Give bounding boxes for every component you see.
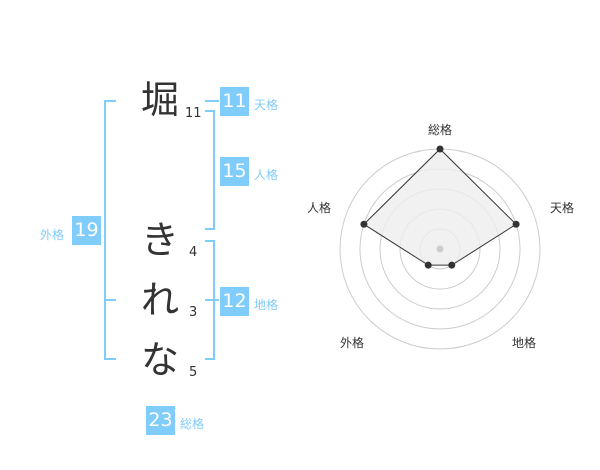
radar-point xyxy=(512,220,520,228)
radar-area xyxy=(363,148,517,266)
radar-center xyxy=(436,245,444,253)
stroke-count: 11 xyxy=(185,106,202,121)
chikaku-label: 地格 xyxy=(254,298,279,312)
bracket-tick xyxy=(205,358,215,360)
chikaku-value: 12 xyxy=(220,287,249,316)
bracket-tick xyxy=(205,240,215,242)
soukaku-value: 23 xyxy=(146,406,175,435)
name-char: 堀 xyxy=(140,78,179,122)
name-char: な xyxy=(140,338,179,382)
name-char: れ xyxy=(140,278,179,322)
bracket-tick xyxy=(104,358,116,360)
axis-label-tenkaku: 天格 xyxy=(550,200,574,215)
bracket-tick xyxy=(205,110,215,112)
jinkaku-label: 人格 xyxy=(254,168,279,182)
axis-label-gaikaku: 外格 xyxy=(340,335,364,350)
name-char: き xyxy=(140,218,179,262)
radar-point xyxy=(424,261,432,269)
gaikaku-value: 19 xyxy=(72,216,101,245)
stroke-count: 4 xyxy=(189,245,198,260)
stroke-count: 3 xyxy=(189,305,198,320)
axis-label-chikaku: 地格 xyxy=(512,335,536,350)
tenkaku-label: 天格 xyxy=(254,98,279,112)
gaikaku-label: 外格 xyxy=(40,228,65,242)
bracket-tick xyxy=(104,299,116,301)
soukaku-label: 総格 xyxy=(180,417,205,431)
bracket-tick xyxy=(205,100,219,102)
jinkaku-bracket xyxy=(213,110,215,230)
radar-point xyxy=(436,145,444,153)
jinkaku-value: 15 xyxy=(220,157,249,186)
bracket-tick xyxy=(205,299,219,301)
axis-label-soukaku: 総格 xyxy=(428,122,452,137)
axis-label-jinkaku: 人格 xyxy=(307,200,331,215)
radar-point xyxy=(448,261,456,269)
tenkaku-value: 11 xyxy=(220,87,249,116)
bracket-tick xyxy=(205,228,215,230)
gaikaku-bracket xyxy=(104,100,106,360)
radar-point xyxy=(360,220,368,228)
bracket-tick xyxy=(104,100,116,102)
stroke-count: 5 xyxy=(189,365,198,380)
